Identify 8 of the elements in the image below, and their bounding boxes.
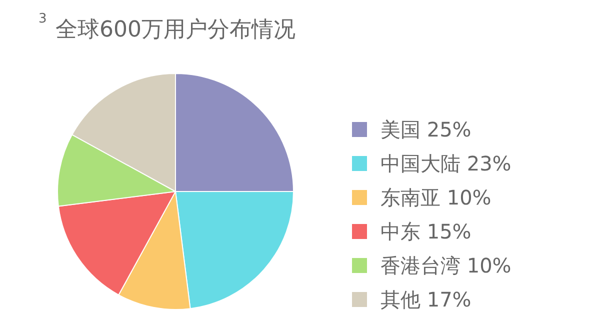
chart-title: 全球600万用户分布情况 xyxy=(56,18,296,42)
legend-label: 中东 15% xyxy=(380,220,472,244)
legend-label: 其他 17% xyxy=(380,288,472,312)
legend-label: 中国大陆 23% xyxy=(380,152,512,176)
legend-label: 美国 25% xyxy=(380,118,472,142)
legend-label: 东南亚 10% xyxy=(380,186,492,210)
text: 3 xyxy=(38,12,47,26)
legend-label: 香港台湾 10% xyxy=(380,254,512,278)
